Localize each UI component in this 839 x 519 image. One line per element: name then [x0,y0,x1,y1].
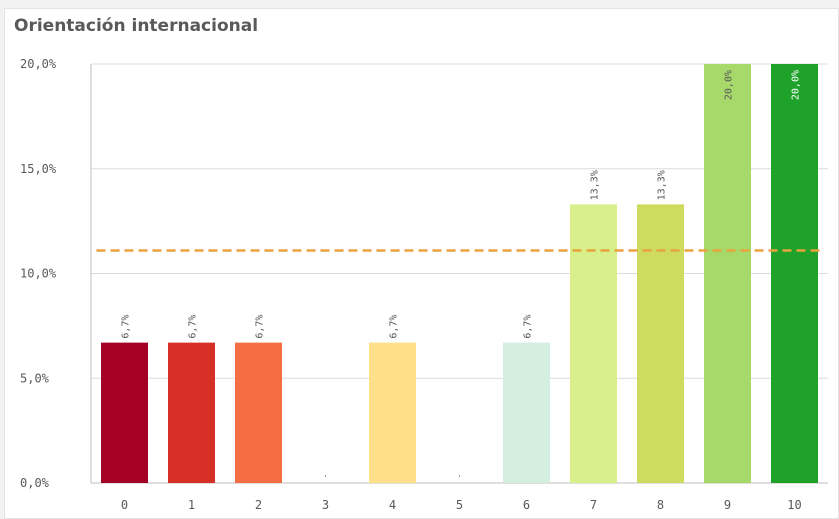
x-tick-label: 3 [322,498,329,512]
value-label: 20,0% [724,70,735,100]
bar[interactable] [637,204,684,484]
x-tick-label: 2 [255,498,262,512]
bar[interactable] [771,64,818,483]
y-tick-label: 10,0% [20,267,57,281]
x-tick-label: 10 [787,498,801,512]
value-label: 6,7% [523,315,534,339]
x-tick-label: 0 [121,498,128,512]
x-tick-label: 1 [188,498,195,512]
x-tick-label: 6 [523,498,530,512]
value-label: 13,3% [657,170,668,200]
y-tick-label: 15,0% [20,162,57,176]
value-label: 13,3% [590,170,601,200]
y-tick-label: 20,0% [20,57,57,71]
value-label: 20,0% [791,70,802,100]
bar[interactable] [101,342,148,483]
chart-title: Orientación internacional [14,16,259,36]
x-tick-label: 5 [456,498,463,512]
bar[interactable] [570,204,617,484]
y-tick-label: 0,0% [20,476,50,490]
x-tick-label: 7 [590,498,597,512]
bar[interactable] [369,342,416,483]
bar[interactable] [168,342,215,483]
value-label: 6,7% [121,315,132,339]
value-label: 6,7% [255,315,266,339]
x-tick-label: 9 [724,498,731,512]
bar[interactable] [503,342,550,483]
bar[interactable] [704,64,751,483]
y-tick-label: 5,0% [20,371,50,385]
value-label: 6,7% [389,315,400,339]
bar[interactable] [235,342,282,483]
x-tick-label: 4 [389,498,396,512]
value-label: 6,7% [188,315,199,339]
x-tick-label: 8 [657,498,664,512]
